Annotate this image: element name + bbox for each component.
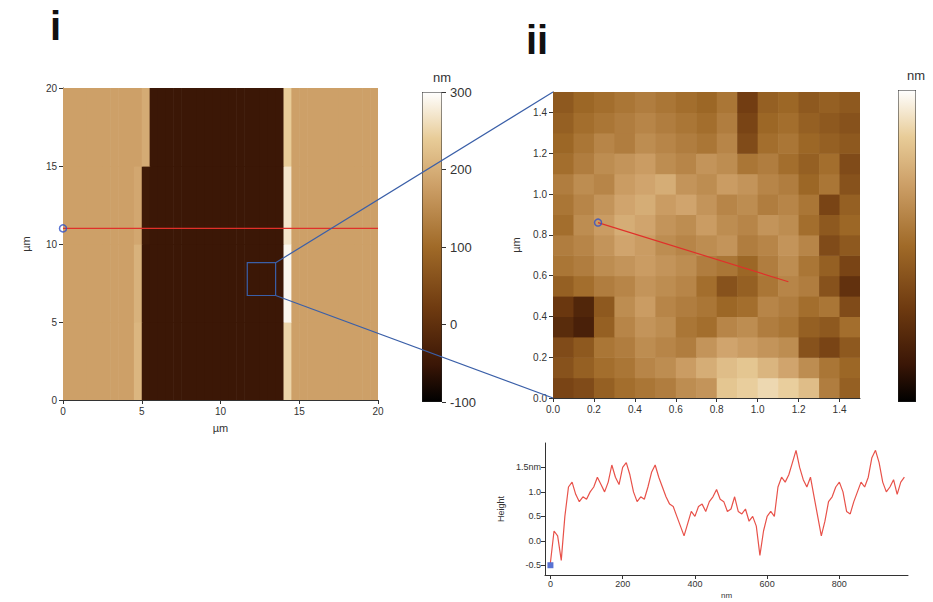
svg-text:0.2: 0.2 [587,404,601,415]
svg-text:15: 15 [46,161,58,172]
svg-text:5: 5 [139,406,145,417]
svg-text:-0.5: -0.5 [525,560,541,570]
svg-text:0.8: 0.8 [710,404,724,415]
svg-text:-100: -100 [450,395,476,410]
svg-text:0: 0 [548,579,553,589]
svg-text:1.0: 1.0 [751,404,765,415]
svg-text:Height: Height [496,495,506,522]
svg-text:0: 0 [450,317,457,332]
svg-text:1.0: 1.0 [533,189,547,200]
svg-text:0.2: 0.2 [533,352,547,363]
svg-text:20: 20 [372,406,384,417]
svg-text:200: 200 [615,579,630,589]
svg-text:15: 15 [294,406,306,417]
svg-text:0.5: 0.5 [528,511,541,521]
svg-text:300: 300 [450,85,472,100]
svg-text:0: 0 [60,406,66,417]
svg-text:0.4: 0.4 [533,311,547,322]
svg-text:0.4: 0.4 [628,404,642,415]
svg-text:µm: µm [20,236,32,252]
svg-text:nm: nm [433,70,451,85]
svg-text:0.6: 0.6 [669,404,683,415]
svg-text:1.2: 1.2 [533,148,547,159]
svg-text:10: 10 [215,406,227,417]
svg-text:1.0: 1.0 [528,487,541,497]
svg-text:0.0: 0.0 [546,404,560,415]
svg-text:600: 600 [760,579,775,589]
svg-text:µm: µm [510,237,522,253]
svg-text:10: 10 [46,239,58,250]
svg-text:0.8: 0.8 [533,229,547,240]
svg-text:0.6: 0.6 [533,270,547,281]
svg-text:1.2: 1.2 [792,404,806,415]
svg-text:nm: nm [907,68,925,83]
svg-text:1.5nm: 1.5nm [516,462,541,472]
svg-text:100: 100 [450,240,472,255]
svg-text:20: 20 [46,83,58,94]
svg-text:1.4: 1.4 [533,107,547,118]
svg-text:400: 400 [687,579,702,589]
svg-text:i: i [50,4,61,48]
svg-text:0.0: 0.0 [528,536,541,546]
svg-text:nm: nm [721,591,732,600]
svg-text:0.0: 0.0 [533,393,547,404]
svg-text:0: 0 [51,395,57,406]
svg-text:ii: ii [526,18,548,62]
svg-text:5: 5 [51,317,57,328]
svg-text:200: 200 [450,162,472,177]
svg-text:800: 800 [832,579,847,589]
svg-text:1.4: 1.4 [833,404,847,415]
svg-text:µm: µm [213,422,229,434]
